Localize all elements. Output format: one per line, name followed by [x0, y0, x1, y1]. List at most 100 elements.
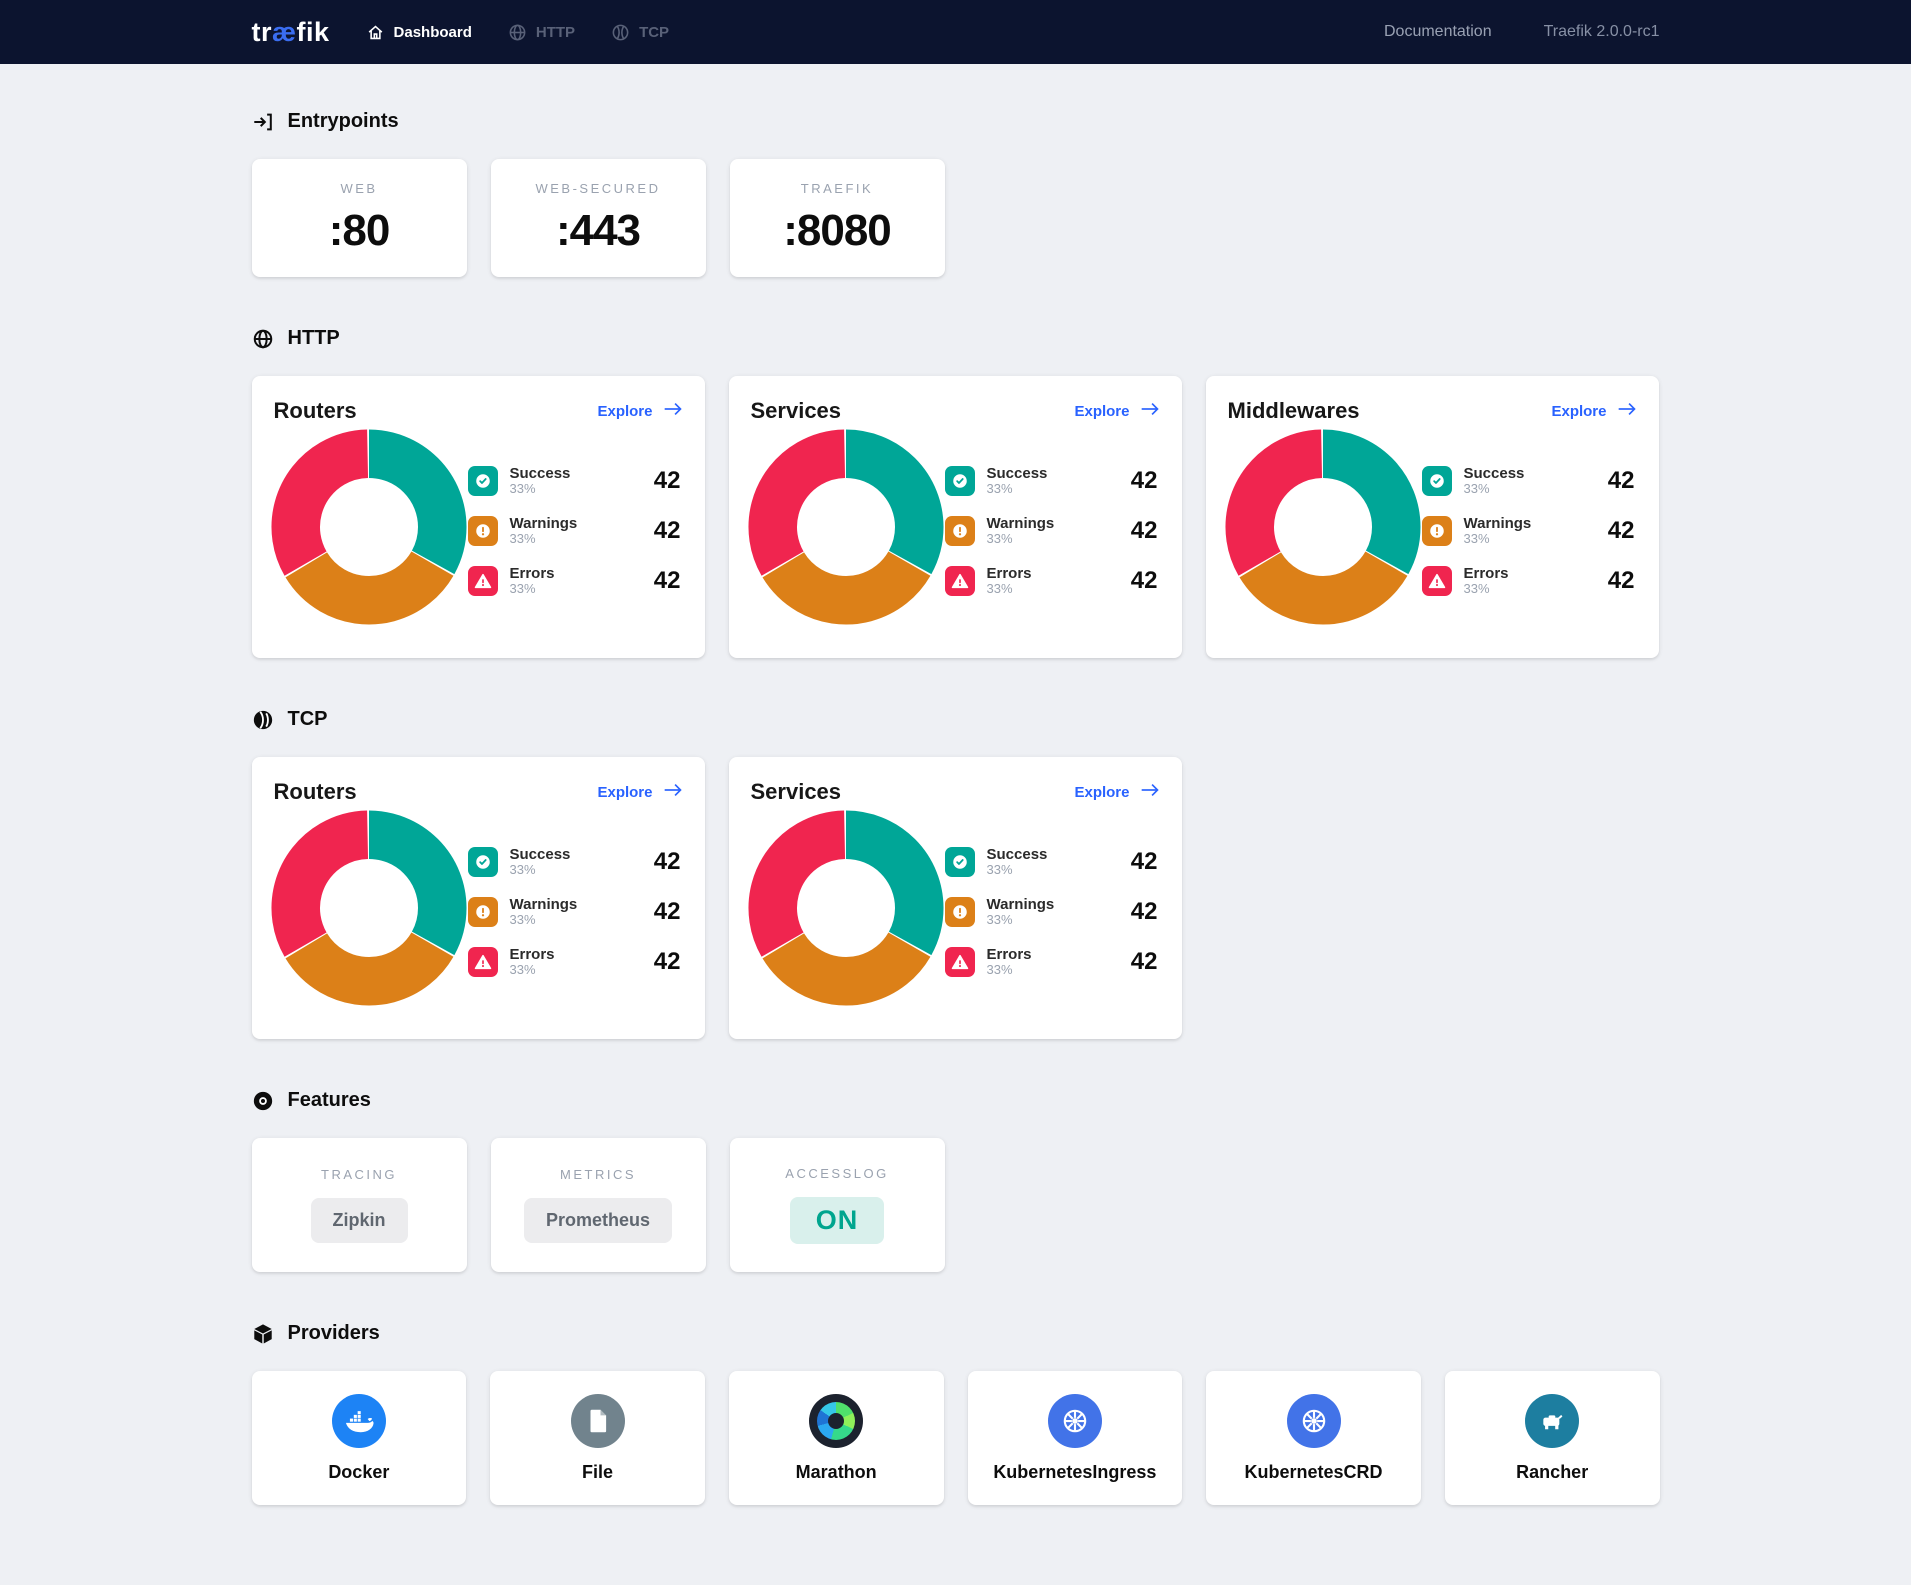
entrypoints-icon — [252, 111, 274, 133]
warning-badge-icon — [467, 897, 498, 927]
error-badge-icon — [467, 947, 498, 978]
feature-value-pill: Zipkin — [310, 1198, 408, 1243]
entrypoint-value: :8080 — [783, 205, 892, 255]
warning-badge-icon — [944, 897, 975, 927]
kubernetes-wheel-icon — [1286, 1393, 1341, 1448]
success-badge-icon — [944, 465, 975, 496]
feature-label: ACCESSLOG — [785, 1166, 889, 1181]
legend-row-success: Success 33% 42 — [944, 465, 1158, 497]
error-badge-icon — [944, 566, 975, 597]
error-badge-icon — [1421, 566, 1452, 597]
nav-items: Dashboard HTTP TCP — [366, 23, 669, 42]
donut-legend: Success 33% 42 Warnings 33% 42 Errors 33% 4… — [1421, 465, 1635, 598]
donut-legend: Success 33% 42 Warnings 33% 42 Errors 33% 4… — [944, 846, 1158, 979]
explore-link-http-routers[interactable]: Explore — [597, 401, 682, 421]
entrypoint-card-web-secured: WEB-SECURED :443 — [490, 159, 706, 277]
documentation-link[interactable]: Documentation — [1383, 23, 1492, 40]
file-icon — [570, 1393, 625, 1448]
entrypoint-value: :443 — [555, 205, 641, 255]
section-tcp: TCP Routers Explore — [251, 708, 1660, 1039]
nav-label-dashboard: Dashboard — [393, 23, 472, 41]
arrow-right-icon — [663, 782, 683, 802]
arrow-right-icon — [1140, 782, 1160, 802]
donut-legend: Success 33% 42 Warnings 33% 42 Errors 33% 4… — [944, 465, 1158, 598]
section-http: HTTP Routers Explore — [251, 327, 1660, 658]
home-icon — [366, 23, 385, 42]
warning-badge-icon — [1421, 516, 1452, 546]
card-title: Routers — [273, 398, 357, 423]
status-donut-chart — [747, 429, 944, 625]
rancher-bull-icon — [1525, 1393, 1580, 1448]
success-badge-icon — [1421, 465, 1452, 496]
arrow-right-icon — [1617, 401, 1637, 421]
status-donut-chart — [747, 810, 944, 1006]
tcp-services-card: Services Explore Succ — [728, 757, 1182, 1039]
section-entrypoints: Entrypoints WEB :80 WEB-SECURED :443 TRA… — [251, 110, 1660, 277]
tcp-ball-icon — [611, 23, 630, 42]
error-badge-icon — [944, 947, 975, 978]
section-providers: Providers Docker File — [251, 1322, 1660, 1505]
legend-row-errors: Errors 33% 42 — [467, 946, 681, 978]
provider-card-marathon: Marathon — [728, 1371, 944, 1505]
features-disc-icon — [252, 1090, 274, 1112]
http-services-card: Services Explore Succ — [728, 376, 1182, 658]
tcp-cards-row: Routers Explore Succe — [251, 757, 1660, 1039]
card-title: Services — [750, 398, 842, 423]
providers-cards-row: Docker File Marathon — [251, 1371, 1660, 1505]
feature-value-pill-on: ON — [789, 1197, 885, 1244]
providers-cube-icon — [252, 1323, 274, 1345]
tcp-ball-icon — [252, 709, 274, 731]
section-title: Entrypoints — [287, 110, 399, 132]
nav-item-tcp[interactable]: TCP — [611, 23, 669, 42]
entrypoint-label: WEB — [340, 180, 378, 196]
arrow-right-icon — [663, 401, 683, 421]
explore-link-tcp-services[interactable]: Explore — [1074, 782, 1159, 802]
section-features: Features TRACING Zipkin METRICS Promethe… — [251, 1089, 1660, 1272]
legend-row-success: Success 33% 42 — [1421, 465, 1635, 497]
feature-card-metrics: METRICS Prometheus — [490, 1138, 706, 1272]
card-title: Middlewares — [1227, 398, 1360, 423]
explore-link-tcp-routers[interactable]: Explore — [597, 782, 682, 802]
legend-row-errors: Errors 33% 42 — [944, 946, 1158, 978]
legend-row-warnings: Warnings 33% 42 — [467, 896, 681, 928]
globe-icon — [252, 328, 274, 350]
arrow-right-icon — [1140, 401, 1160, 421]
status-donut-chart — [270, 429, 467, 625]
top-navbar: træfik Dashboard HTTP TCP — [0, 0, 1911, 64]
legend-row-errors: Errors 33% 42 — [1421, 565, 1635, 597]
card-title: Services — [750, 779, 842, 804]
legend-row-errors: Errors 33% 42 — [467, 565, 681, 597]
provider-card-kubernetes-crd: KubernetesCRD — [1206, 1371, 1421, 1505]
legend-row-warnings: Warnings 33% 42 — [944, 515, 1158, 547]
kubernetes-wheel-icon — [1047, 1393, 1102, 1448]
legend-row-warnings: Warnings 33% 42 — [944, 896, 1158, 928]
nav-label-tcp: TCP — [639, 23, 670, 41]
tcp-routers-card: Routers Explore Succe — [251, 757, 705, 1039]
entrypoint-card-web: WEB :80 — [251, 159, 467, 277]
entrypoint-card-traefik: TRAEFIK :8080 — [729, 159, 945, 277]
globe-icon — [508, 23, 527, 42]
error-badge-icon — [467, 566, 498, 597]
provider-card-file: File — [490, 1371, 705, 1505]
section-title: HTTP — [287, 327, 340, 349]
feature-card-tracing: TRACING Zipkin — [251, 1138, 467, 1272]
feature-label: TRACING — [321, 1167, 397, 1182]
traefik-logo[interactable]: træfik — [251, 16, 330, 47]
provider-card-kubernetes-ingress: KubernetesIngress — [967, 1371, 1183, 1505]
legend-row-success: Success 33% 42 — [467, 846, 681, 878]
explore-link-http-services[interactable]: Explore — [1074, 401, 1159, 421]
success-badge-icon — [467, 465, 498, 496]
donut-legend: Success 33% 42 Warnings 33% 42 Errors 33% 4… — [467, 465, 681, 598]
nav-item-dashboard[interactable]: Dashboard — [366, 23, 472, 42]
legend-row-warnings: Warnings 33% 42 — [1421, 515, 1635, 547]
entrypoint-label: TRAEFIK — [800, 180, 874, 196]
nav-label-http: HTTP — [535, 23, 576, 41]
explore-link-http-middlewares[interactable]: Explore — [1551, 401, 1636, 421]
http-middlewares-card: Middlewares Explore S — [1205, 376, 1659, 658]
nav-item-http[interactable]: HTTP — [508, 23, 575, 42]
entrypoint-value: :80 — [328, 205, 391, 255]
success-badge-icon — [944, 846, 975, 877]
section-title: Features — [287, 1089, 371, 1111]
feature-value-pill: Prometheus — [523, 1198, 673, 1243]
feature-card-accesslog: ACCESSLOG ON — [729, 1138, 945, 1272]
